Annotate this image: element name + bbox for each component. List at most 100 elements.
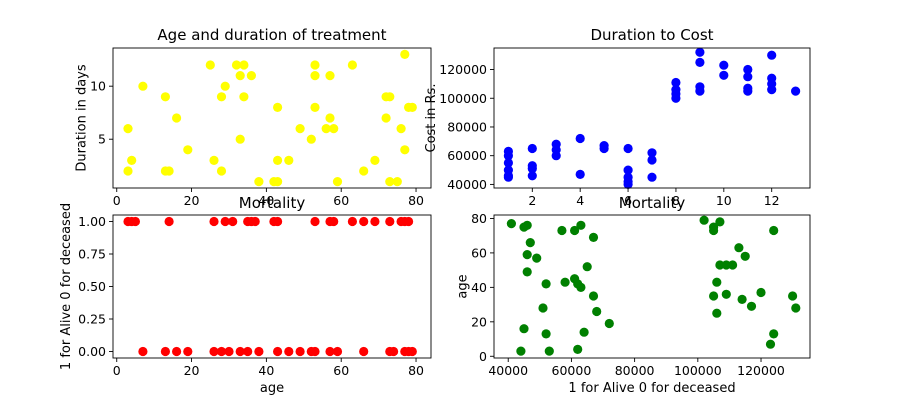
- data-point: [273, 155, 283, 165]
- data-point: [576, 282, 586, 292]
- data-point: [538, 303, 548, 313]
- data-point: [400, 49, 410, 60]
- subplot-4: 40000 60000 80000 100000 120000 0 20 40 60 80 Mort…: [455, 194, 811, 396]
- data-point: [788, 291, 798, 301]
- data-point: [734, 243, 744, 253]
- axes-frame: [112, 47, 432, 189]
- y-tick-label: 20: [471, 314, 487, 329]
- data-point: [325, 346, 335, 357]
- data-point: [310, 346, 320, 357]
- data-point: [719, 70, 729, 80]
- y-axis-label: 1 for Alive 0 for deceased: [59, 203, 74, 370]
- data-point: [791, 86, 801, 96]
- x-tick-label: 40: [258, 193, 274, 208]
- data-point: [254, 177, 264, 187]
- data-point: [385, 216, 395, 227]
- y-tick-label: 120000: [439, 62, 487, 77]
- data-point: [220, 81, 230, 91]
- data-point: [310, 71, 320, 81]
- data-point: [719, 60, 729, 70]
- data-point: [385, 177, 395, 187]
- data-point: [588, 232, 599, 242]
- y-tick-label: 0.00: [78, 344, 106, 359]
- data-point: [381, 113, 391, 123]
- x-tick-label: 60000: [552, 363, 592, 378]
- x-tick-label: 80: [408, 193, 424, 208]
- data-point: [737, 294, 747, 304]
- data-point: [321, 124, 331, 134]
- data-point: [209, 155, 219, 165]
- x-tick-label: 8: [672, 193, 680, 208]
- data-point: [570, 225, 580, 236]
- data-point: [332, 346, 343, 357]
- data-point: [183, 145, 193, 155]
- data-point: [721, 289, 731, 299]
- data-point: [284, 155, 294, 165]
- data-point: [370, 155, 380, 165]
- y-tick-label: 0: [479, 349, 487, 364]
- data-point: [671, 77, 681, 88]
- data-point: [407, 346, 417, 357]
- x-tick-label: 2: [528, 193, 536, 208]
- data-point: [579, 327, 589, 337]
- data-point: [573, 344, 583, 354]
- data-point: [746, 301, 757, 311]
- x-axis-label: age: [260, 381, 284, 396]
- data-point: [164, 216, 174, 227]
- data-point: [712, 308, 722, 318]
- x-tick-label: 12: [764, 193, 780, 208]
- x-tick-label: 60: [333, 363, 349, 378]
- axes-frame: [493, 47, 811, 189]
- data-point: [209, 346, 219, 357]
- data-point: [506, 219, 516, 229]
- data-point: [385, 92, 395, 102]
- data-point: [695, 57, 705, 67]
- data-point: [235, 134, 245, 144]
- data-point: [604, 318, 614, 329]
- data-point: [522, 250, 532, 260]
- data-point: [295, 124, 305, 134]
- data-point: [769, 225, 779, 236]
- data-point: [359, 346, 369, 357]
- data-point: [329, 124, 339, 134]
- chart-title: Mortality: [239, 194, 306, 212]
- x-tick-label: 10: [716, 193, 732, 208]
- data-point: [404, 216, 414, 227]
- data-point: [756, 287, 766, 298]
- data-point: [332, 177, 343, 187]
- subplot-3: 0 20 40 60 80 0.00 0.25 0.50 0.75 1.00 Mortality ag…: [59, 194, 432, 396]
- data-point: [522, 267, 532, 277]
- y-tick-label: 1.00: [78, 214, 106, 229]
- data-point: [575, 133, 585, 144]
- y-axis-label: Cost in Rs.: [424, 84, 439, 153]
- data-point: [235, 346, 245, 357]
- data-point: [541, 329, 551, 339]
- data-point: [231, 60, 242, 70]
- data-point: [138, 81, 148, 91]
- data-point: [138, 346, 148, 357]
- data-point: [743, 64, 753, 75]
- x-tick-label: 6: [624, 193, 632, 208]
- y-tick-label: 40: [471, 280, 487, 295]
- data-point: [503, 151, 513, 161]
- axes-frame: [493, 214, 811, 359]
- data-point: [273, 346, 283, 357]
- data-point: [284, 346, 294, 357]
- data-point: [728, 260, 738, 270]
- data-point: [791, 303, 801, 313]
- data-point: [127, 155, 137, 165]
- data-point: [160, 92, 170, 102]
- data-point: [239, 60, 249, 70]
- data-point: [239, 92, 249, 102]
- data-point: [721, 260, 731, 270]
- data-point: [695, 47, 705, 57]
- axes-frame: [112, 214, 432, 359]
- y-tick-label: 0.75: [78, 247, 106, 262]
- subplot-2: 2 4 6 8 10 12 40000 60000 80000 100000 120000 Durat…: [424, 26, 811, 208]
- x-tick-label: 40000: [488, 363, 528, 378]
- data-point: [389, 346, 399, 357]
- data-point: [183, 346, 193, 357]
- x-tick-label: 100000: [674, 363, 722, 378]
- x-tick-label: 60: [333, 193, 349, 208]
